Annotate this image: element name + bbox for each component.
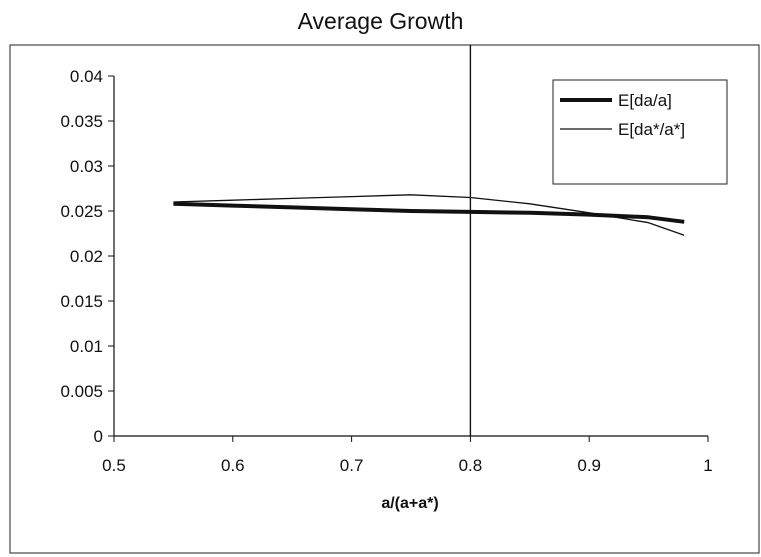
chart-title: Average Growth bbox=[297, 8, 464, 34]
chart-area-border bbox=[9, 44, 760, 554]
x-tick-label: 0.9 bbox=[577, 456, 601, 475]
y-axis: 0 0.005 0.01 0.015 0.02 0.025 0.03 0.035 0.04 bbox=[60, 67, 115, 446]
y-tick-label: 0.005 bbox=[60, 382, 103, 401]
y-tick-label: 0.025 bbox=[60, 202, 103, 221]
y-tick-label: 0.04 bbox=[70, 67, 103, 86]
y-tick-label: 0.02 bbox=[70, 247, 103, 266]
y-tick-label: 0.03 bbox=[70, 157, 103, 176]
x-tick-label: 0.6 bbox=[221, 456, 245, 475]
legend-label-1: E[da/a] bbox=[618, 91, 672, 110]
x-axis-title: a/(a+a*) bbox=[381, 495, 438, 512]
y-tick-label: 0 bbox=[94, 427, 103, 446]
legend-box bbox=[552, 79, 728, 185]
x-tick-label: 1 bbox=[703, 456, 712, 475]
x-tick-label: 0.8 bbox=[459, 456, 483, 475]
x-axis: 0.5 0.6 0.7 0.8 0.9 1 bbox=[102, 435, 713, 475]
legend: E[da/a] E[da*/a*] bbox=[552, 79, 728, 185]
series-group bbox=[173, 194, 685, 236]
x-tick-label: 0.5 bbox=[102, 456, 126, 475]
y-tick-label: 0.035 bbox=[60, 112, 103, 131]
y-tick-label: 0.015 bbox=[60, 292, 103, 311]
series-line-1 bbox=[173, 201, 685, 224]
series-line-2 bbox=[173, 194, 685, 236]
y-tick-label: 0.01 bbox=[70, 337, 103, 356]
legend-label-2: E[da*/a*] bbox=[618, 120, 685, 139]
x-tick-label: 0.7 bbox=[340, 456, 364, 475]
